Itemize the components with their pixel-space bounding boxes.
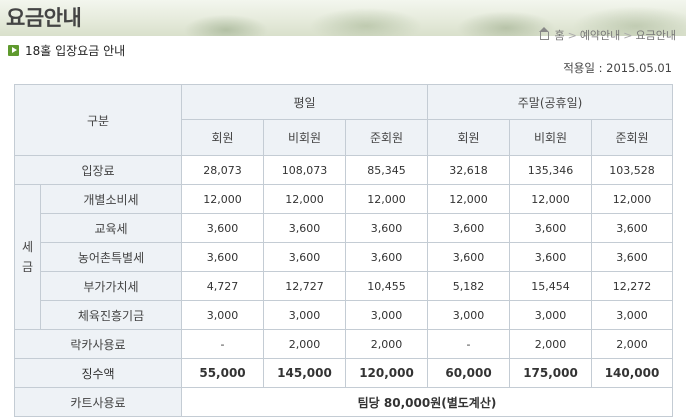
table-cell: 3,000 [591, 300, 674, 330]
header-weekday-nonmember: 비회원 [263, 119, 346, 156]
table-cell: 32,618 [427, 155, 511, 185]
table-cell: 3,000 [344, 300, 429, 330]
table-cell: 3,600 [263, 242, 346, 272]
table-cell: 3,600 [344, 213, 429, 243]
table-cell: 10,455 [344, 271, 429, 301]
table-cell: 3,000 [509, 300, 593, 330]
table-cell: 3,600 [591, 242, 674, 272]
table-cell: 3,600 [344, 242, 429, 272]
row-label: 교육세 [40, 213, 182, 243]
row-label: 체육진흥기금 [40, 300, 182, 330]
table-row-tax: 체육진흥기금 3,000 3,000 3,000 3,000 3,000 3,0… [15, 300, 674, 330]
header-banner: 요금안내 [0, 0, 686, 36]
header-weekend-member: 회원 [427, 119, 511, 156]
table-cell: 135,346 [509, 155, 593, 185]
table-cell: 85,345 [344, 155, 429, 185]
row-label: 개별소비세 [40, 184, 182, 214]
table-row-tax: 교육세 3,600 3,600 3,600 3,600 3,600 3,600 [15, 213, 674, 243]
table-cell: 60,000 [427, 358, 511, 388]
table-row-tax: 부가가치세 4,727 12,727 10,455 5,182 15,454 1… [15, 271, 674, 301]
fee-table: 구분 평일 주말(공휴일) 회원 비회원 준회원 회원 비회원 준회원 입장료 … [14, 84, 674, 417]
table-cell: 12,000 [509, 184, 593, 214]
table-cell: 12,727 [263, 271, 346, 301]
breadcrumb-separator: > [567, 28, 577, 42]
table-row-cart: 카트사용료 팀당 80,000원(별도계산) [14, 387, 674, 417]
table-cell: 3,600 [509, 213, 593, 243]
table-cell: 3,000 [181, 300, 264, 330]
header-weekend-associate: 준회원 [591, 119, 674, 156]
table-cell: 12,000 [591, 184, 674, 214]
banner-background-image [166, 0, 686, 36]
effective-date: 적용일 : 2015.05.01 [563, 61, 672, 75]
table-cell: 108,073 [263, 155, 346, 185]
table-cell: 103,528 [591, 155, 674, 185]
cart-fee-note: 팀당 80,000원(별도계산) [180, 387, 674, 417]
table-cell: 28,073 [181, 155, 264, 185]
breadcrumb-home[interactable]: 홈 [554, 29, 565, 42]
table-cell: 3,600 [509, 242, 593, 272]
table-cell: 5,182 [427, 271, 511, 301]
table-cell: 12,000 [263, 184, 346, 214]
breadcrumb-current: 요금안내 [635, 29, 676, 42]
table-cell: 3,600 [427, 242, 511, 272]
row-label: 농어촌특별세 [40, 242, 182, 272]
table-cell: 12,000 [427, 184, 511, 214]
table-cell: 55,000 [181, 358, 264, 388]
table-cell: 3,000 [263, 300, 346, 330]
row-label: 징수액 [14, 358, 182, 388]
table-cell: 12,272 [591, 271, 674, 301]
table-cell: 15,454 [509, 271, 593, 301]
arrow-bullet-icon [8, 45, 19, 56]
section-heading: 18홀 입장요금 안내 [8, 42, 125, 59]
table-cell: 3,000 [427, 300, 511, 330]
table-row-tax: 농어촌특별세 3,600 3,600 3,600 3,600 3,600 3,6… [15, 242, 674, 272]
table-cell: 2,000 [591, 329, 674, 359]
table-cell: - [427, 329, 511, 359]
table-row-total: 징수액 55,000 145,000 120,000 60,000 175,00… [14, 358, 674, 388]
page-title: 요금안내 [6, 6, 82, 30]
breadcrumb-separator: > [623, 28, 633, 42]
header-weekend: 주말(공휴일) [427, 84, 674, 120]
breadcrumb-reservation[interactable]: 예약안내 [579, 29, 621, 42]
table-cell: 120,000 [344, 358, 429, 388]
header-weekday-member: 회원 [181, 119, 264, 156]
table-cell: 4,727 [181, 271, 264, 301]
table-cell: 2,000 [509, 329, 593, 359]
table-cell: 140,000 [591, 358, 674, 388]
table-cell: 3,600 [591, 213, 674, 243]
table-row-locker: 락카사용료 - 2,000 2,000 - 2,000 2,000 [14, 329, 674, 359]
table-cell: 3,600 [181, 213, 264, 243]
header-weekday: 평일 [180, 84, 429, 120]
breadcrumb: 홈 > 예약안내 > 요금안내 [539, 27, 676, 43]
row-label: 부가가치세 [40, 271, 182, 301]
home-icon[interactable] [539, 27, 550, 40]
table-cell: 3,600 [181, 242, 264, 272]
table-cell: 12,000 [344, 184, 429, 214]
header-weekend-nonmember: 비회원 [509, 119, 593, 156]
table-cell: 2,000 [263, 329, 346, 359]
header-category: 구분 [14, 84, 182, 156]
table-cell: 3,600 [427, 213, 511, 243]
table-cell: - [181, 329, 264, 359]
row-label: 락카사용료 [14, 329, 182, 359]
header-weekday-associate: 준회원 [344, 119, 429, 156]
table-cell: 3,600 [263, 213, 346, 243]
section-title: 18홀 입장요금 안내 [25, 44, 126, 58]
table-cell: 175,000 [509, 358, 593, 388]
row-label: 입장료 [14, 155, 182, 185]
table-cell: 145,000 [263, 358, 346, 388]
table-cell: 12,000 [181, 184, 264, 214]
table-cell: 2,000 [344, 329, 429, 359]
row-label: 카트사용료 [14, 387, 182, 417]
table-row-admission: 입장료 28,073 108,073 85,345 32,618 135,346… [14, 155, 674, 185]
